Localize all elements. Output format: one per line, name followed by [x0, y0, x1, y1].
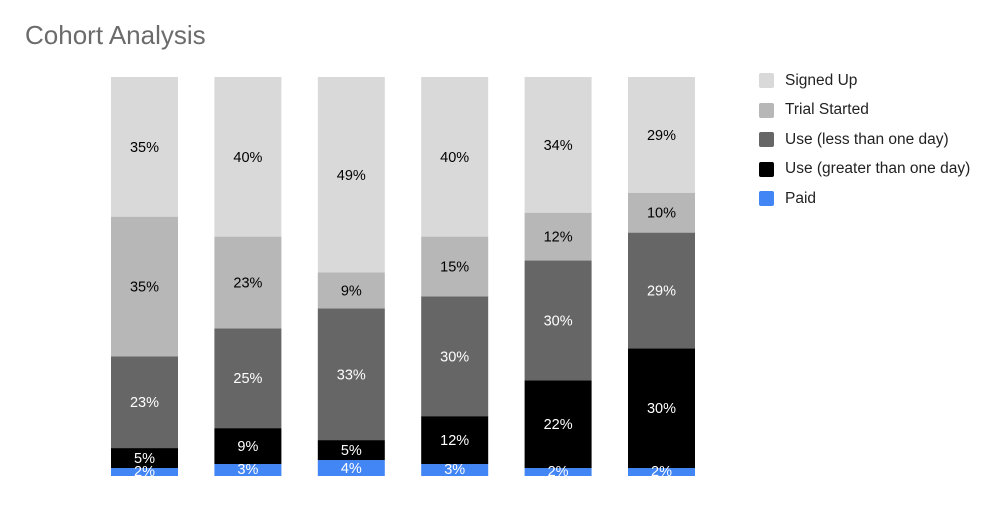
data-label: 9% — [341, 283, 362, 299]
bar-segment — [421, 77, 489, 237]
data-label: 2% — [548, 464, 569, 480]
data-label: 5% — [134, 451, 155, 467]
data-label: 15% — [440, 260, 469, 276]
bar-segment — [111, 448, 178, 469]
bar-segment — [524, 212, 592, 261]
data-label: 40% — [440, 150, 469, 166]
data-label: 3% — [444, 462, 465, 478]
data-label: 23% — [130, 395, 159, 411]
bar-cap — [524, 77, 592, 83]
bar-segment — [111, 77, 178, 217]
bar-segment — [214, 428, 282, 465]
data-label: 22% — [544, 417, 573, 433]
bar-segment — [524, 77, 592, 213]
bar-cap — [421, 77, 489, 83]
legend-swatch — [759, 132, 774, 148]
bar-segment — [317, 460, 385, 476]
legend-label: Trial Started — [785, 101, 869, 119]
bar-segment — [111, 216, 178, 357]
legend-label: Use (greater than one day) — [785, 160, 971, 178]
data-label: 9% — [237, 439, 258, 455]
bar-segment — [524, 260, 592, 381]
legend-item[interactable]: Paid — [759, 184, 970, 214]
bar-cap — [317, 77, 385, 83]
legend-label: Use (less than one day) — [785, 130, 949, 148]
bar-segment — [628, 468, 695, 476]
bar-segment — [214, 464, 282, 476]
bar-segment — [421, 464, 489, 476]
legend-label: Paid — [785, 189, 817, 207]
data-label: 34% — [544, 138, 573, 154]
chart-title: Cohort Analysis — [25, 20, 206, 50]
bar-segment — [421, 236, 489, 297]
bar-segment — [214, 77, 282, 237]
bar-segment — [317, 272, 385, 309]
data-label: 33% — [337, 367, 366, 383]
bar-segment — [628, 232, 695, 349]
legend-swatch — [759, 161, 774, 177]
data-label: 49% — [337, 168, 366, 184]
bar-segment — [111, 468, 178, 476]
data-label: 30% — [647, 401, 676, 417]
data-label: 3% — [237, 462, 258, 478]
bar-cap — [111, 77, 178, 83]
data-label: 23% — [233, 275, 262, 291]
bar-segment — [524, 468, 592, 476]
bar-cap — [628, 77, 695, 83]
legend-swatch — [759, 191, 774, 207]
data-label: 30% — [440, 349, 469, 365]
bar-segment — [421, 416, 489, 465]
legend-item[interactable]: Trial Started — [759, 96, 970, 126]
bar-segment — [628, 77, 695, 193]
data-label: 10% — [647, 206, 676, 222]
legend-item[interactable]: Signed Up — [759, 66, 970, 96]
data-label: 12% — [544, 230, 573, 246]
data-label: 29% — [647, 128, 676, 144]
bar-segment — [524, 380, 592, 469]
legend-swatch — [759, 73, 774, 89]
bar-segment — [317, 440, 385, 461]
data-label: 25% — [233, 371, 262, 387]
chart-legend: Signed Up Trial Started Use (less than one… — [759, 66, 970, 214]
data-label: 29% — [647, 283, 676, 299]
legend-item[interactable]: Use (greater than one day) — [759, 155, 970, 185]
data-label: 2% — [134, 464, 155, 480]
legend-item[interactable]: Use (less than one day) — [759, 125, 970, 155]
legend-swatch — [759, 102, 774, 118]
data-label: 35% — [130, 140, 159, 156]
data-label: 2% — [651, 464, 672, 480]
bar-segment — [214, 236, 282, 329]
data-label: 35% — [130, 279, 159, 295]
bar-segment — [111, 356, 178, 449]
bar-segment — [317, 308, 385, 441]
bar-segment — [317, 77, 385, 273]
data-label: 5% — [341, 443, 362, 459]
bar-segment — [214, 328, 282, 429]
data-label: 4% — [341, 461, 362, 477]
bar-segment — [628, 348, 695, 469]
bar-segment — [421, 296, 489, 417]
data-label: 30% — [544, 313, 573, 329]
legend-label: Signed Up — [785, 71, 858, 89]
data-label: 12% — [440, 433, 469, 449]
data-label: 40% — [233, 150, 262, 166]
bar-segment — [628, 192, 695, 233]
bar-cap — [214, 77, 282, 83]
